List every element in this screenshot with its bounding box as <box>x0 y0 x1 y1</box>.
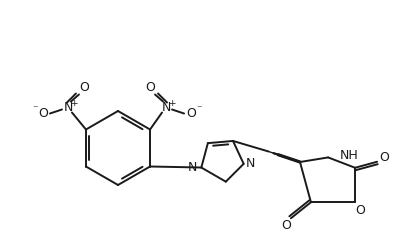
Text: N: N <box>246 157 255 170</box>
Text: N: N <box>162 101 171 114</box>
Text: N: N <box>63 101 73 114</box>
Text: O: O <box>38 107 48 120</box>
Text: O: O <box>281 219 291 232</box>
Text: O: O <box>79 81 89 94</box>
Text: O: O <box>186 107 196 120</box>
Text: ⁻: ⁻ <box>32 105 38 114</box>
Text: O: O <box>379 151 389 164</box>
Text: +: + <box>70 99 78 108</box>
Text: O: O <box>355 204 365 217</box>
Text: +: + <box>168 99 176 108</box>
Text: NH: NH <box>340 149 359 162</box>
Text: O: O <box>145 81 155 94</box>
Text: N: N <box>188 161 197 174</box>
Text: ⁻: ⁻ <box>196 105 202 114</box>
